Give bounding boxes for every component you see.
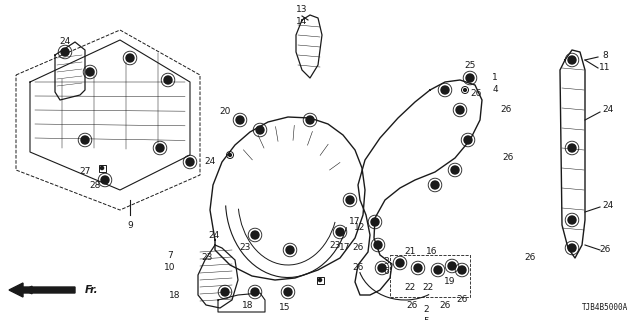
Circle shape bbox=[256, 126, 264, 134]
Circle shape bbox=[251, 231, 259, 239]
Text: 10: 10 bbox=[164, 263, 176, 273]
Circle shape bbox=[466, 74, 474, 82]
Text: 23: 23 bbox=[239, 244, 251, 252]
Circle shape bbox=[434, 266, 442, 274]
Circle shape bbox=[186, 158, 194, 166]
Text: 26: 26 bbox=[470, 89, 482, 98]
Text: 8: 8 bbox=[602, 51, 608, 60]
Text: 23: 23 bbox=[330, 241, 340, 250]
Text: 21: 21 bbox=[404, 247, 416, 257]
Circle shape bbox=[286, 246, 294, 254]
Circle shape bbox=[456, 106, 464, 114]
Circle shape bbox=[164, 76, 172, 84]
Circle shape bbox=[126, 54, 134, 62]
Text: 11: 11 bbox=[599, 62, 611, 71]
Circle shape bbox=[101, 176, 109, 184]
Circle shape bbox=[431, 181, 439, 189]
Text: 22: 22 bbox=[404, 284, 415, 292]
Text: 7: 7 bbox=[167, 251, 173, 260]
Circle shape bbox=[568, 244, 576, 252]
Text: 26: 26 bbox=[352, 243, 364, 252]
Text: 6: 6 bbox=[383, 268, 389, 276]
Text: 23: 23 bbox=[202, 252, 212, 261]
Circle shape bbox=[284, 288, 292, 296]
Text: 12: 12 bbox=[355, 223, 365, 233]
Text: 17: 17 bbox=[339, 244, 351, 252]
Circle shape bbox=[228, 154, 232, 156]
Circle shape bbox=[568, 144, 576, 152]
Text: 26: 26 bbox=[439, 300, 451, 309]
Text: 25: 25 bbox=[464, 61, 476, 70]
Text: 24: 24 bbox=[602, 106, 614, 115]
Text: 26: 26 bbox=[352, 263, 364, 273]
Text: 28: 28 bbox=[90, 181, 100, 190]
Text: 3: 3 bbox=[383, 257, 389, 266]
Text: 26: 26 bbox=[406, 300, 418, 309]
Bar bbox=[390, 255, 470, 297]
Text: 19: 19 bbox=[444, 277, 456, 286]
Text: 15: 15 bbox=[279, 303, 291, 313]
Text: 4: 4 bbox=[492, 85, 498, 94]
Bar bbox=[317, 276, 323, 284]
Circle shape bbox=[464, 136, 472, 144]
FancyArrow shape bbox=[9, 283, 75, 297]
Text: 22: 22 bbox=[422, 284, 434, 292]
Circle shape bbox=[336, 228, 344, 236]
Circle shape bbox=[463, 89, 467, 92]
Text: 5: 5 bbox=[423, 317, 429, 320]
Circle shape bbox=[306, 116, 314, 124]
Circle shape bbox=[568, 56, 576, 64]
Text: 26: 26 bbox=[599, 245, 611, 254]
Text: 18: 18 bbox=[243, 300, 253, 309]
Text: 9: 9 bbox=[127, 220, 133, 229]
Text: 24: 24 bbox=[602, 201, 614, 210]
Circle shape bbox=[378, 264, 386, 272]
Text: 1: 1 bbox=[492, 74, 498, 83]
Circle shape bbox=[61, 48, 69, 56]
Circle shape bbox=[251, 288, 259, 296]
Circle shape bbox=[568, 216, 576, 224]
Circle shape bbox=[81, 136, 89, 144]
Text: 26: 26 bbox=[524, 253, 536, 262]
Circle shape bbox=[100, 166, 104, 170]
Text: 16: 16 bbox=[426, 247, 438, 257]
Circle shape bbox=[221, 288, 229, 296]
Text: 24: 24 bbox=[60, 37, 70, 46]
Text: 26: 26 bbox=[456, 295, 468, 305]
Text: 27: 27 bbox=[79, 167, 91, 177]
Circle shape bbox=[346, 196, 354, 204]
Text: TJB4B5000A: TJB4B5000A bbox=[582, 303, 628, 312]
Text: 14: 14 bbox=[296, 18, 308, 27]
Circle shape bbox=[319, 278, 321, 282]
Text: Fr.: Fr. bbox=[85, 285, 99, 295]
Circle shape bbox=[236, 116, 244, 124]
Circle shape bbox=[86, 68, 94, 76]
Bar bbox=[99, 164, 106, 172]
Text: 20: 20 bbox=[220, 108, 230, 116]
Circle shape bbox=[396, 259, 404, 267]
Text: 13: 13 bbox=[296, 5, 308, 14]
Circle shape bbox=[156, 144, 164, 152]
Circle shape bbox=[441, 86, 449, 94]
Circle shape bbox=[371, 218, 379, 226]
Circle shape bbox=[414, 264, 422, 272]
Text: 18: 18 bbox=[169, 291, 180, 300]
Text: 26: 26 bbox=[500, 106, 512, 115]
Text: 24: 24 bbox=[209, 230, 220, 239]
Text: 17: 17 bbox=[349, 218, 361, 227]
Circle shape bbox=[458, 266, 466, 274]
Text: 24: 24 bbox=[204, 157, 216, 166]
Circle shape bbox=[451, 166, 459, 174]
Text: 2: 2 bbox=[423, 306, 429, 315]
Circle shape bbox=[374, 241, 382, 249]
Circle shape bbox=[448, 262, 456, 270]
Text: 26: 26 bbox=[502, 154, 514, 163]
